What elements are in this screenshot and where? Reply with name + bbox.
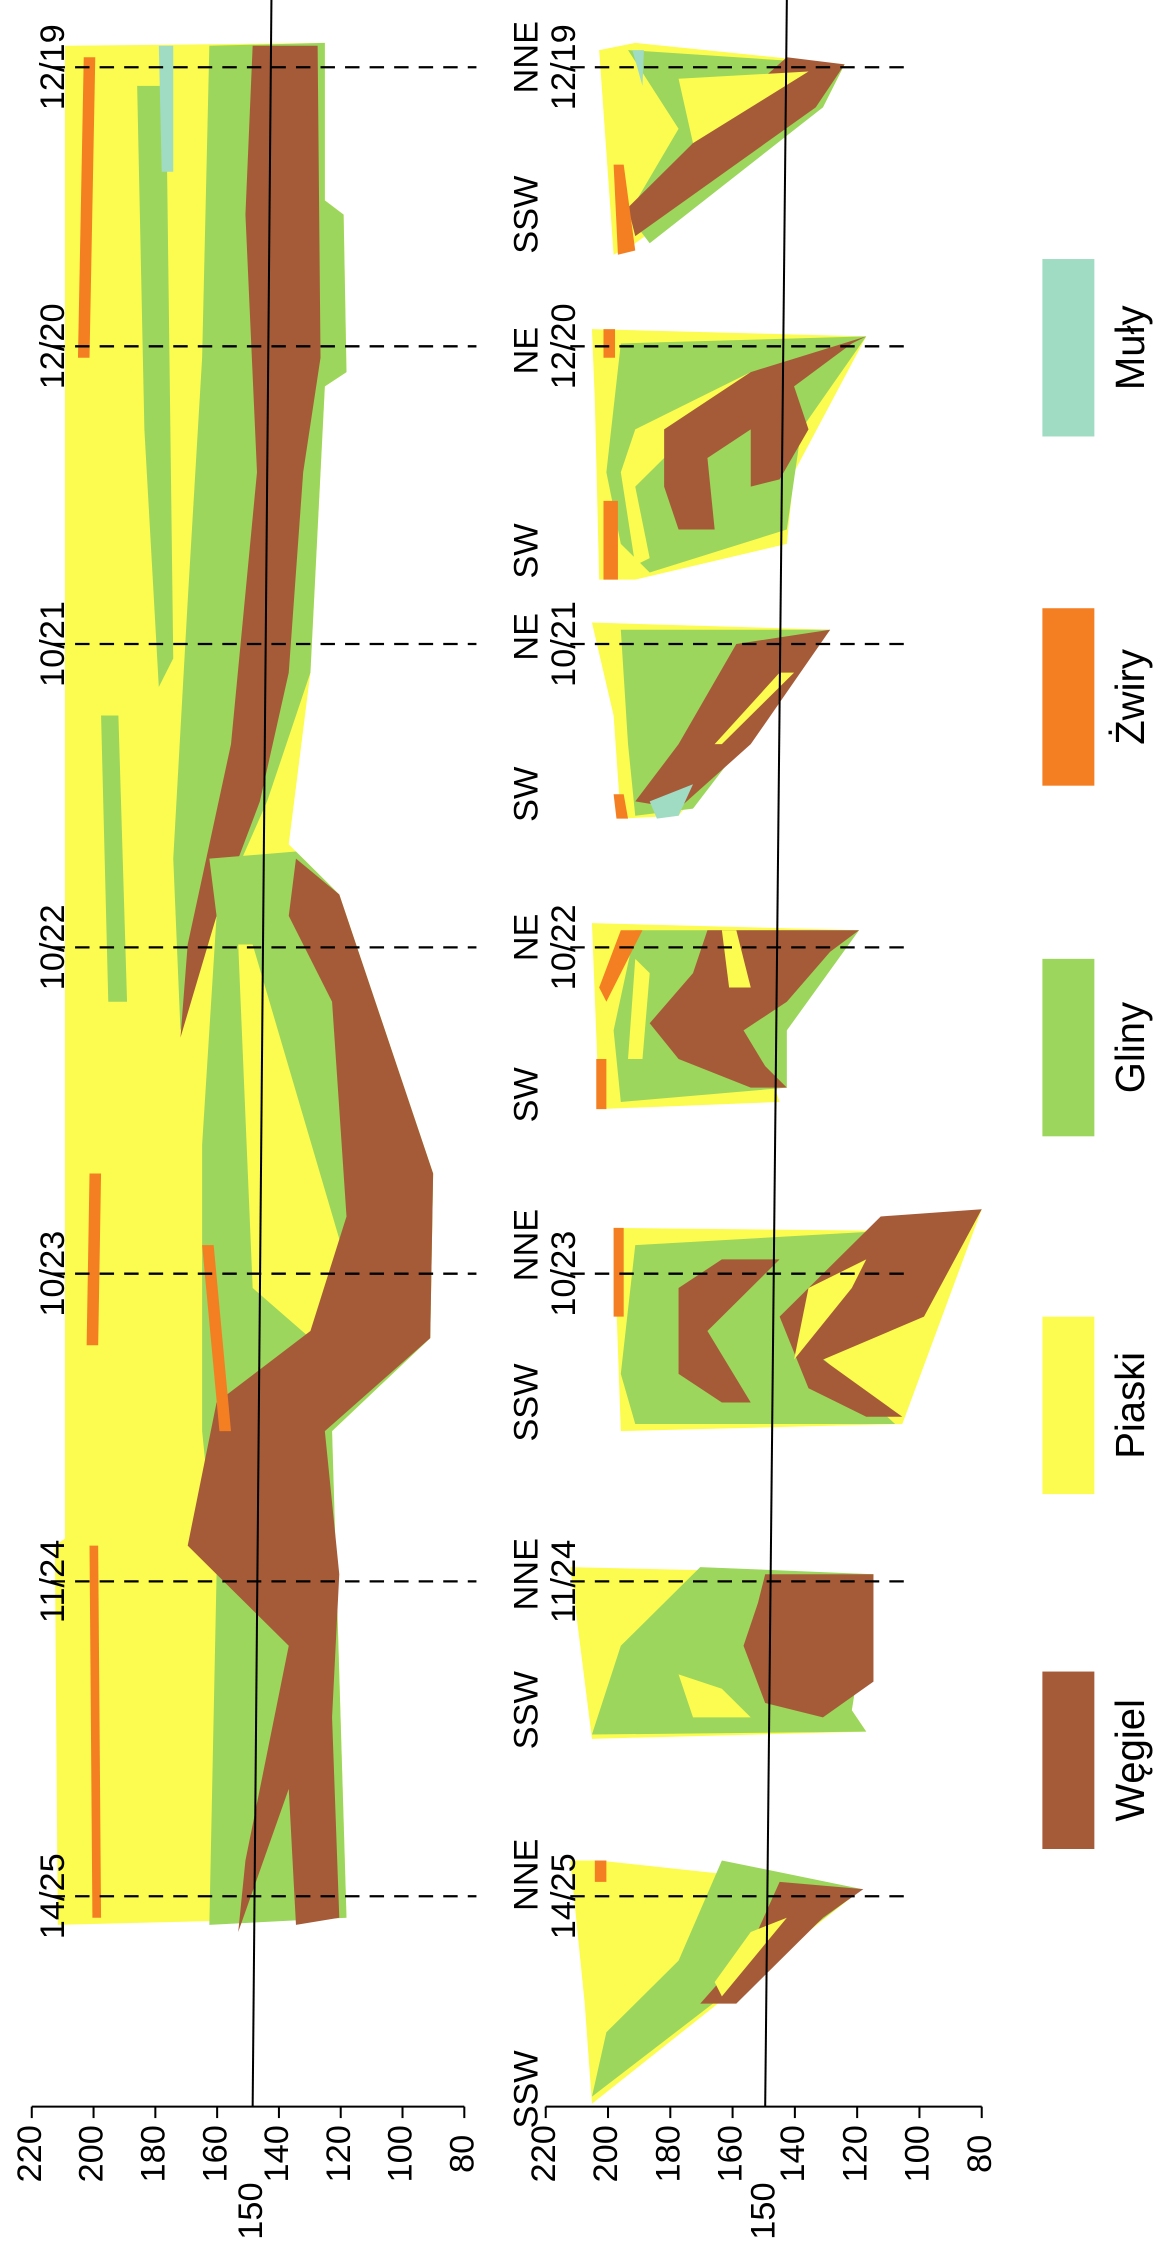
legend-swatch xyxy=(1042,608,1095,786)
legend-swatch xyxy=(1042,1671,1095,1850)
borehole-label: 11/24 xyxy=(545,1540,583,1623)
silt-layer xyxy=(649,784,693,819)
gravel-layer xyxy=(603,500,618,580)
legend-swatch xyxy=(1042,958,1095,1137)
silt-layer xyxy=(632,50,644,86)
gravel-layer xyxy=(202,1245,231,1432)
gravel-layer xyxy=(613,164,636,255)
direction-label: NNE xyxy=(507,21,545,93)
borehole-label: 14/25 xyxy=(545,1853,583,1939)
sand-layer xyxy=(721,930,751,988)
sand-layer xyxy=(794,1259,867,1360)
silt-layer xyxy=(158,45,174,172)
direction-label: NE xyxy=(507,327,545,375)
direction-label: NNE xyxy=(507,1538,545,1610)
reference-line xyxy=(251,0,273,2107)
tick-label: 80 xyxy=(443,2135,481,2173)
legend-label: Piaski xyxy=(1108,1352,1153,1459)
legend-label: Żwiry xyxy=(1108,648,1153,745)
coal-layer xyxy=(678,1259,780,1403)
tick-label: 220 xyxy=(525,2125,563,2182)
tick-label: 160 xyxy=(196,2125,234,2182)
coal-layer xyxy=(743,1574,874,1718)
sand-layer xyxy=(678,71,809,144)
geologic-sections xyxy=(54,42,982,2104)
direction-label: SW xyxy=(507,766,545,822)
borehole-label: 12/20 xyxy=(34,303,72,389)
gravel-layer xyxy=(86,1173,102,1346)
legend-label: Muły xyxy=(1108,305,1153,390)
clay-layer xyxy=(137,85,174,687)
sand-layer xyxy=(714,1917,787,1997)
tick-label: 200 xyxy=(73,2125,111,2182)
tick-label: 200 xyxy=(587,2125,625,2182)
borehole-label: 12/19 xyxy=(545,24,583,110)
direction-label: NNE xyxy=(507,1839,545,1911)
coal-layer xyxy=(628,57,845,237)
legend-label: Węgiel xyxy=(1108,1699,1153,1821)
reference-line xyxy=(764,0,788,2107)
tick-label: 100 xyxy=(382,2125,420,2182)
direction-label: SSW xyxy=(507,175,545,254)
tick-label: 120 xyxy=(320,2125,358,2182)
sand-layer xyxy=(678,1674,751,1718)
sand-layer xyxy=(628,958,650,1060)
borehole-label: 10/23 xyxy=(545,1231,583,1317)
coal-layer xyxy=(649,930,860,1088)
sand-layer xyxy=(714,672,795,745)
gravel-layer xyxy=(594,1860,607,1882)
gravel-layer xyxy=(613,794,629,819)
borehole-label: 14/25 xyxy=(34,1853,72,1939)
gravel-layer xyxy=(596,1059,607,1110)
legend-swatch xyxy=(1042,1316,1095,1495)
sand-layer xyxy=(620,372,751,566)
borehole-label: 12/19 xyxy=(34,24,72,110)
tick-label: 180 xyxy=(649,2125,687,2182)
tick-label: 140 xyxy=(774,2125,812,2182)
reference-label: 150 xyxy=(744,2182,782,2239)
coal-layer xyxy=(664,336,867,530)
gravel-layer xyxy=(613,1227,624,1317)
coal-layer xyxy=(779,1209,982,1417)
borehole-label: 10/21 xyxy=(545,601,583,687)
direction-label: SSW xyxy=(507,2050,545,2129)
direction-label: SSW xyxy=(507,1671,545,1750)
direction-label: NNE xyxy=(507,1209,545,1281)
direction-label: SW xyxy=(507,523,545,579)
sand-layer xyxy=(238,944,354,1360)
tick-label: 80 xyxy=(961,2135,999,2173)
tick-label: 160 xyxy=(712,2125,750,2182)
borehole-label: 10/22 xyxy=(545,904,583,990)
coal-layer xyxy=(187,858,434,1933)
gravel-layer xyxy=(89,1545,102,1918)
borehole-label: 11/24 xyxy=(34,1540,72,1623)
tick-label: 220 xyxy=(11,2125,49,2182)
tick-label: 100 xyxy=(898,2125,936,2182)
direction-label: SSW xyxy=(507,1363,545,1442)
borehole-label: 10/22 xyxy=(34,904,72,990)
tick-label: 140 xyxy=(258,2125,296,2182)
borehole-label: 10/21 xyxy=(34,601,72,687)
direction-label: NE xyxy=(507,914,545,962)
tick-label: 120 xyxy=(836,2125,874,2182)
tick-label: 180 xyxy=(134,2125,172,2182)
direction-label: SW xyxy=(507,1067,545,1123)
borehole-label: 10/23 xyxy=(34,1231,72,1317)
direction-label: NE xyxy=(507,613,545,661)
clay-layer xyxy=(606,336,867,573)
legend-swatch xyxy=(1042,259,1095,437)
borehole-label: 12/20 xyxy=(545,303,583,389)
coal-layer xyxy=(180,45,321,1038)
reference-label: 150 xyxy=(232,2182,270,2239)
legend-label: Gliny xyxy=(1108,1001,1153,1093)
gravel-layer xyxy=(603,329,616,358)
